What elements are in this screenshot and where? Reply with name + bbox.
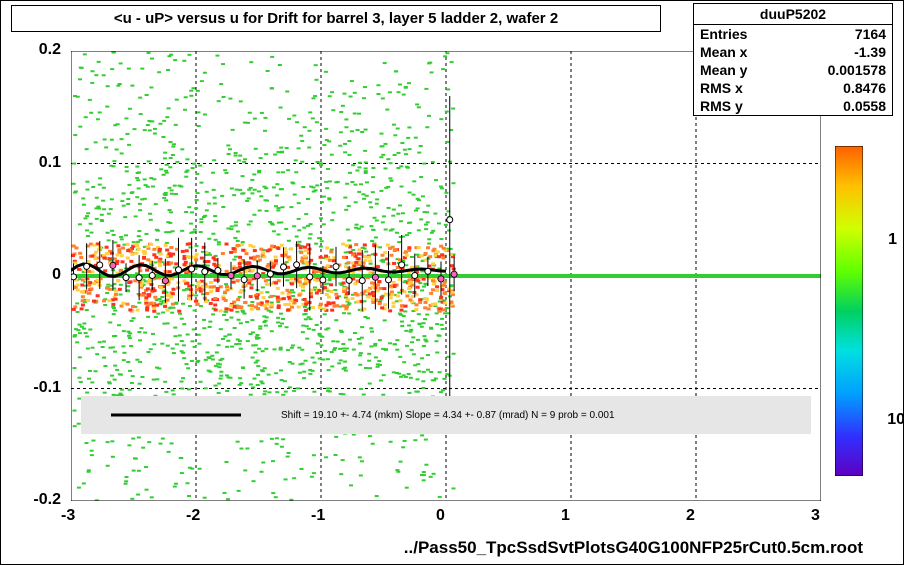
stats-row-meanx: Mean x -1.39 (694, 43, 892, 61)
x-tick-label: 1 (561, 507, 570, 525)
svg-text:Shift = 19.10 +- 4.74 (mkm: Shift = 19.10 +- 4.74 (mkm) Slope = 4.34… (281, 410, 615, 421)
root-container: <u - uP> versus u for Drift for barrel 3… (0, 0, 904, 565)
scatter-plot-svg: Shift = 19.10 +- 4.74 (mkm) Slope = 4.34… (71, 51, 821, 501)
chart-title: <u - uP> versus u for Drift for barrel 3… (11, 5, 661, 32)
stats-label: Entries (700, 26, 747, 42)
colorbar-svg (835, 146, 863, 476)
stats-box: duuP5202 Entries 7164 Mean x -1.39 Mean … (693, 3, 893, 116)
y-tick-label: 0.1 (39, 154, 61, 172)
x-tick-label: 3 (811, 507, 820, 525)
stats-row-rmsy: RMS y 0.0558 (694, 97, 892, 115)
stats-row-entries: Entries 7164 (694, 25, 892, 43)
stats-value: 0.0558 (843, 98, 886, 114)
plot-area: Shift = 19.10 +- 4.74 (mkm) Slope = 4.34… (71, 51, 821, 501)
stats-row-meany: Mean y 0.001578 (694, 61, 892, 79)
x-tick-label: -1 (311, 507, 325, 525)
stats-label: RMS y (700, 98, 743, 114)
x-tick-label: 0 (436, 507, 445, 525)
stats-label: Mean y (700, 62, 747, 78)
footer-filename: ../Pass50_TpcSsdSvtPlotsG40G100NFP25rCut… (404, 538, 863, 558)
y-tick-label: -0.1 (33, 379, 61, 397)
colorbar-label-bottom: 10 (887, 411, 904, 429)
stats-label: RMS x (700, 80, 743, 96)
stats-value: 7164 (855, 26, 886, 42)
stats-label: Mean x (700, 44, 747, 60)
stats-value: 0.001578 (828, 62, 886, 78)
y-tick-label: -0.2 (33, 491, 61, 509)
y-tick-label: 0 (52, 266, 61, 284)
x-tick-label: -3 (61, 507, 75, 525)
stats-row-rmsx: RMS x 0.8476 (694, 79, 892, 97)
colorbar-label-top: 1 (888, 231, 897, 249)
y-tick-label: 0.2 (39, 41, 61, 59)
stats-value: 0.8476 (843, 80, 886, 96)
stats-name: duuP5202 (694, 4, 892, 25)
colorbar (835, 146, 863, 476)
stats-value: -1.39 (854, 44, 886, 60)
x-tick-label: -2 (186, 507, 200, 525)
x-tick-label: 2 (686, 507, 695, 525)
